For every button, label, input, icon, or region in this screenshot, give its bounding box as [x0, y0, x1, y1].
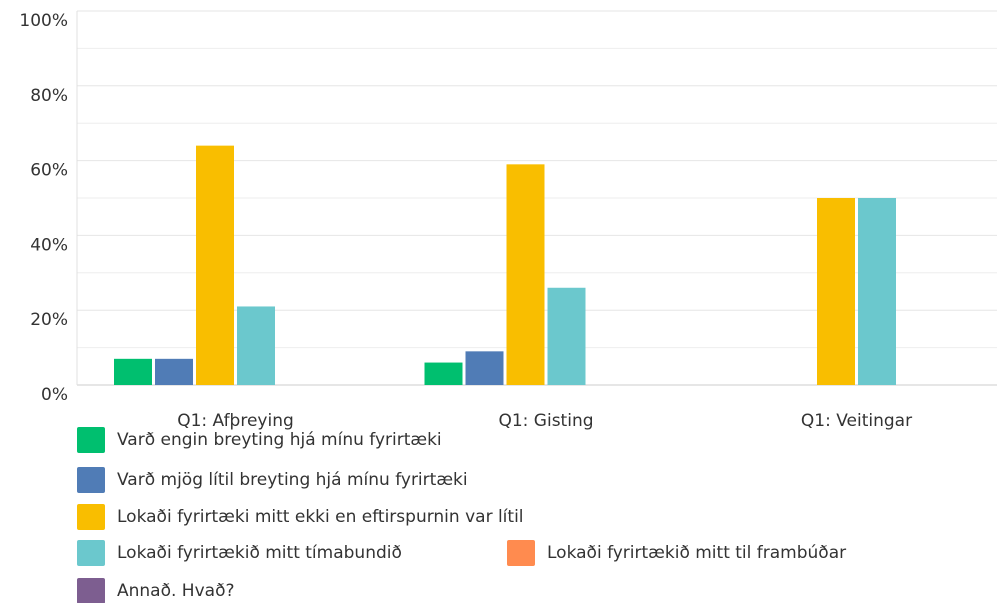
- legend-label: Varð engin breyting hjá mínu fyrirtæki: [117, 430, 442, 450]
- legend-swatch: [77, 427, 105, 453]
- x-tick-label: Q1: Gisting: [498, 411, 593, 431]
- bar: [858, 198, 896, 385]
- legend-label: Lokaði fyrirtækið mitt til frambúðar: [547, 543, 846, 563]
- legend-swatch: [507, 540, 535, 566]
- legend-swatch: [77, 467, 105, 493]
- bar: [424, 362, 463, 385]
- bar: [114, 358, 152, 385]
- legend-swatch: [77, 540, 105, 566]
- y-tick-label: 80%: [30, 86, 68, 106]
- y-tick-label: 40%: [30, 235, 68, 255]
- bar: [196, 145, 234, 385]
- bar: [237, 306, 275, 385]
- legend-label: Lokaði fyrirtækið mitt tímabundið: [117, 543, 402, 563]
- x-tick-label: Q1: Veitingar: [801, 411, 912, 431]
- legend-label: Annað. Hvað?: [117, 581, 235, 601]
- y-tick-label: 60%: [30, 161, 68, 181]
- legend-label: Varð mjög lítil breyting hjá mínu fyrirt…: [117, 470, 468, 490]
- legend-swatch: [77, 504, 105, 530]
- y-tick-label: 100%: [19, 11, 68, 31]
- x-tick-label: Q1: Afþreying: [177, 411, 294, 431]
- bar: [465, 351, 504, 385]
- y-tick-label: 0%: [41, 385, 68, 405]
- y-tick-label: 20%: [30, 310, 68, 330]
- bar: [817, 198, 855, 385]
- bar: [547, 287, 586, 385]
- legend-label: Lokaði fyrirtæki mitt ekki en eftirspurn…: [117, 507, 524, 527]
- bar: [155, 358, 193, 385]
- legend-swatch: [77, 578, 105, 603]
- bar: [506, 164, 545, 385]
